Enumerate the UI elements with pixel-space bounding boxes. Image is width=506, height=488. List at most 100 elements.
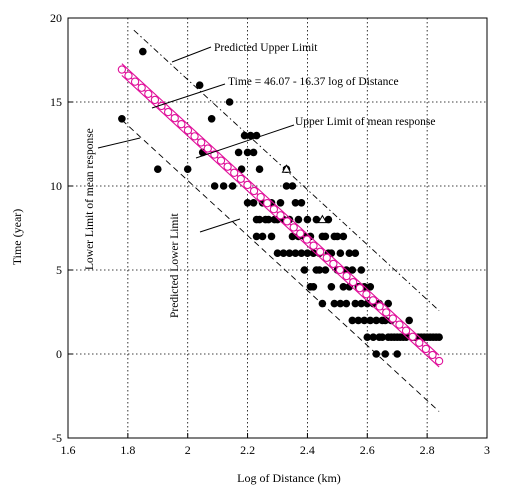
x-tick-label: 2.6 — [360, 443, 375, 457]
data-point — [357, 299, 366, 308]
fitted-point — [315, 247, 325, 256]
data-point — [348, 316, 357, 325]
axes: 1.6 1.8 2 2.2 2.4 2.6 2.8 3 -5 0 5 10 15 20 — [50, 11, 490, 457]
x-tick-label: 2.2 — [240, 443, 255, 457]
data-point — [139, 47, 147, 56]
predicted-lower-line — [121, 119, 440, 412]
data-point — [225, 98, 234, 106]
fitted-point — [401, 326, 411, 335]
data-point — [183, 165, 192, 173]
fitted-point — [302, 235, 312, 244]
fitted-point — [150, 95, 160, 105]
data-point — [381, 350, 390, 358]
data-point — [339, 232, 348, 241]
fitted-point — [203, 144, 212, 153]
x-tick-label: 2.4 — [300, 443, 315, 457]
fitted-point — [408, 332, 417, 341]
data-point — [351, 249, 360, 257]
fitted-point — [117, 65, 127, 74]
annotations: Predicted Upper Limit Time = 46.07 - 16.… — [84, 42, 436, 318]
leader-predicted-upper — [171, 46, 212, 63]
data-point — [291, 199, 300, 207]
data-point-open — [281, 164, 292, 173]
fitted-point — [124, 71, 133, 80]
data-point — [243, 199, 252, 207]
data-point — [315, 266, 324, 274]
data-point — [351, 299, 360, 308]
y-tick-label: 15 — [50, 95, 62, 109]
data-point — [282, 182, 291, 190]
fitted-point — [296, 229, 305, 238]
x-tick-label: 3 — [484, 443, 490, 457]
fitted-point — [223, 162, 232, 171]
data-point-open — [317, 214, 328, 224]
fitted-point — [282, 217, 292, 226]
data-point — [321, 266, 330, 274]
data-point — [252, 131, 261, 140]
data-point — [228, 182, 237, 190]
data-point — [219, 182, 228, 190]
fitted-point — [130, 77, 140, 86]
fitted-point — [428, 350, 437, 360]
data-point — [339, 283, 348, 291]
data-point — [285, 249, 294, 257]
regression-fit — [117, 63, 444, 368]
data-point — [240, 131, 249, 140]
x-tick-label: 1.6 — [61, 443, 76, 457]
fitted-point — [309, 241, 318, 250]
fitted-point — [375, 302, 384, 311]
data-point — [294, 215, 303, 224]
annotation-equation: Time = 46.07 - 16.37 log of Distance — [228, 76, 399, 88]
data-point — [405, 316, 413, 325]
data-point — [336, 249, 345, 257]
fitted-point — [382, 308, 391, 317]
data-point — [252, 232, 261, 241]
data-point — [318, 299, 327, 308]
data-point — [309, 283, 318, 291]
data-point — [309, 249, 318, 257]
fitted-point — [421, 344, 431, 354]
fitted-point — [362, 290, 371, 299]
data-point — [348, 266, 357, 274]
data-point — [333, 232, 342, 241]
data-point — [297, 249, 306, 257]
data-point — [288, 182, 297, 190]
fitted-point — [183, 126, 193, 135]
fitted-point — [368, 296, 378, 305]
y-axis-title: Time (year) — [10, 209, 24, 266]
data-point — [303, 249, 312, 257]
data-point — [243, 148, 252, 157]
fitted-point — [434, 356, 444, 366]
fitted-point — [249, 186, 259, 196]
y-tick-label: 10 — [50, 179, 62, 193]
data-point — [372, 316, 381, 325]
fitted-point — [329, 259, 338, 269]
leader-equation — [151, 83, 226, 109]
fitted-point — [197, 138, 206, 147]
x-tick-label: 2 — [185, 443, 191, 457]
fitted-point — [415, 338, 424, 347]
data-point — [255, 215, 264, 224]
fitted-point — [263, 199, 272, 208]
fitted-point — [163, 107, 173, 117]
data-point — [300, 266, 309, 274]
leader-upper-mean — [195, 124, 295, 159]
x-tick-label: 2.8 — [420, 443, 435, 457]
data-point — [118, 115, 126, 123]
data-point — [153, 165, 162, 173]
fitted-point — [170, 113, 179, 123]
data-point — [336, 299, 345, 308]
data-point — [360, 316, 369, 325]
fitted-point — [144, 89, 153, 98]
leader-lower-mean — [97, 137, 141, 149]
y-tick-label: 5 — [56, 263, 62, 277]
data-point — [435, 333, 443, 342]
annotation-predicted-lower: Predicted Lower Limit — [169, 212, 181, 318]
data-point — [384, 299, 393, 308]
data-point — [273, 249, 282, 257]
fitted-point — [395, 320, 404, 329]
data-point — [276, 199, 285, 207]
fitted-point — [289, 223, 298, 232]
data-point — [363, 333, 372, 342]
data-point — [393, 350, 402, 358]
